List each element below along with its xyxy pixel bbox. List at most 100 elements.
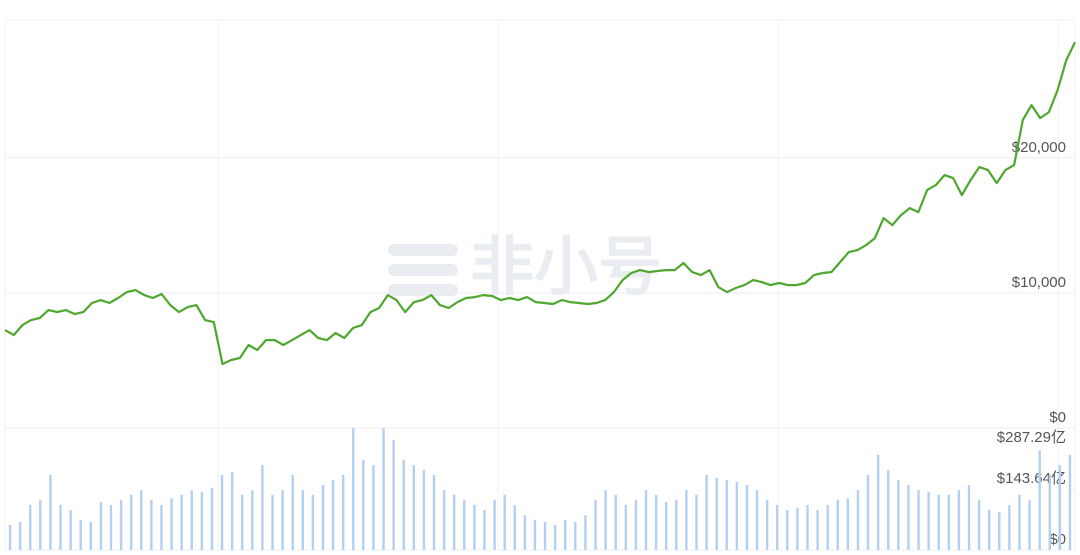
volume-bar — [331, 479, 335, 550]
volume-bar — [39, 499, 42, 550]
volume-bar — [543, 521, 547, 550]
volume-bar — [69, 510, 72, 550]
volume-bar — [826, 504, 829, 550]
volume-bar — [634, 499, 638, 550]
volume-bar — [977, 499, 981, 550]
y-tick-label: $0 — [1049, 531, 1066, 548]
volume-bar — [372, 465, 375, 550]
volume-bar — [806, 504, 809, 550]
volume-bar — [957, 490, 961, 550]
logo-bar — [388, 284, 458, 296]
y-tick-label: $143.64亿 — [997, 470, 1066, 487]
volume-bar — [947, 494, 951, 550]
volume-bar — [452, 494, 456, 550]
volume-bar — [49, 474, 52, 550]
vertical-grid — [217, 20, 1059, 550]
volume-bar — [412, 465, 416, 550]
volume-bar — [493, 499, 496, 550]
price-line — [4, 41, 1076, 366]
volume-bar — [553, 524, 557, 550]
logo-bar — [388, 244, 458, 256]
volume-bar — [160, 504, 163, 550]
volume-bar — [564, 519, 567, 550]
volume-bar — [140, 490, 143, 550]
volume-bar — [109, 504, 113, 550]
volume-bar — [402, 459, 405, 550]
volume-bar — [261, 465, 264, 550]
volume-bar — [119, 499, 123, 550]
volume-bar — [220, 474, 224, 550]
volume-bar — [89, 521, 93, 550]
volume-bar — [190, 490, 193, 550]
volume-bar — [856, 490, 860, 550]
volume-bar — [200, 491, 204, 550]
volume-bar — [725, 479, 728, 550]
volume-bar — [594, 499, 597, 550]
volume-bar — [210, 487, 214, 550]
volume-bar — [907, 485, 910, 550]
volume-bar — [311, 494, 315, 550]
volume-bar — [129, 494, 133, 550]
volume-bar — [1008, 504, 1011, 550]
volume-bar — [473, 504, 476, 550]
volume-bar — [816, 510, 819, 550]
frame — [4, 19, 1076, 551]
logo-bar — [388, 264, 458, 276]
watermark-group: 非小号 — [388, 231, 662, 303]
volume-bar — [604, 490, 607, 550]
y-tick-label: $0 — [1049, 409, 1066, 426]
volume-bar — [765, 499, 769, 550]
volume-bar — [755, 490, 759, 550]
volume-bar — [644, 490, 648, 550]
volume-bar — [685, 490, 688, 550]
volume-bar — [614, 494, 617, 550]
volume-bar — [705, 474, 708, 550]
watermark: 非小号 — [470, 231, 662, 303]
volume-bar — [927, 491, 930, 550]
volume-bar — [1058, 465, 1062, 550]
volume-bar — [341, 474, 345, 550]
volume-bar — [937, 494, 940, 550]
y-tick-label: $287.29亿 — [997, 429, 1066, 446]
volume-bar — [241, 494, 244, 550]
volume-bar — [503, 494, 506, 550]
volume-bar — [1068, 454, 1072, 550]
volume-bar — [170, 498, 173, 550]
volume-bar — [1038, 450, 1041, 550]
volume-bar — [1018, 494, 1021, 550]
volume-bar — [745, 485, 749, 550]
volume-bar — [574, 521, 577, 550]
y-tick-label: $10,000 — [1012, 274, 1066, 291]
volume-bar — [422, 470, 426, 550]
volume-bar — [29, 504, 32, 550]
volume-bar — [715, 477, 718, 550]
volume-bar — [513, 504, 516, 550]
volume-bar — [664, 502, 668, 550]
volume-bar — [180, 494, 183, 550]
volume-bar — [1028, 499, 1031, 550]
volume-bar — [432, 474, 436, 550]
volume-bar — [695, 494, 698, 550]
volume-bar — [998, 512, 1001, 550]
volume-bar — [523, 515, 527, 550]
y-tick-label: $20,000 — [1012, 139, 1066, 156]
volume-bar — [230, 471, 234, 550]
volume-bar — [876, 454, 880, 550]
volume-bar — [271, 494, 274, 550]
volume-bar — [150, 499, 153, 550]
volume-bar — [362, 459, 365, 550]
volume-bar — [987, 510, 991, 550]
volume-bar — [251, 490, 254, 550]
volume-bar — [79, 519, 82, 550]
volume-bar — [8, 524, 12, 550]
volume-bar — [624, 504, 628, 550]
volume-bar — [967, 485, 971, 550]
volume-bar — [866, 474, 870, 550]
volume-bar — [321, 485, 325, 550]
volume-bar — [59, 504, 62, 550]
volume-bar — [301, 490, 304, 550]
volume-bar — [917, 490, 920, 550]
volume-bar — [776, 504, 779, 550]
volume-bar — [675, 499, 678, 550]
